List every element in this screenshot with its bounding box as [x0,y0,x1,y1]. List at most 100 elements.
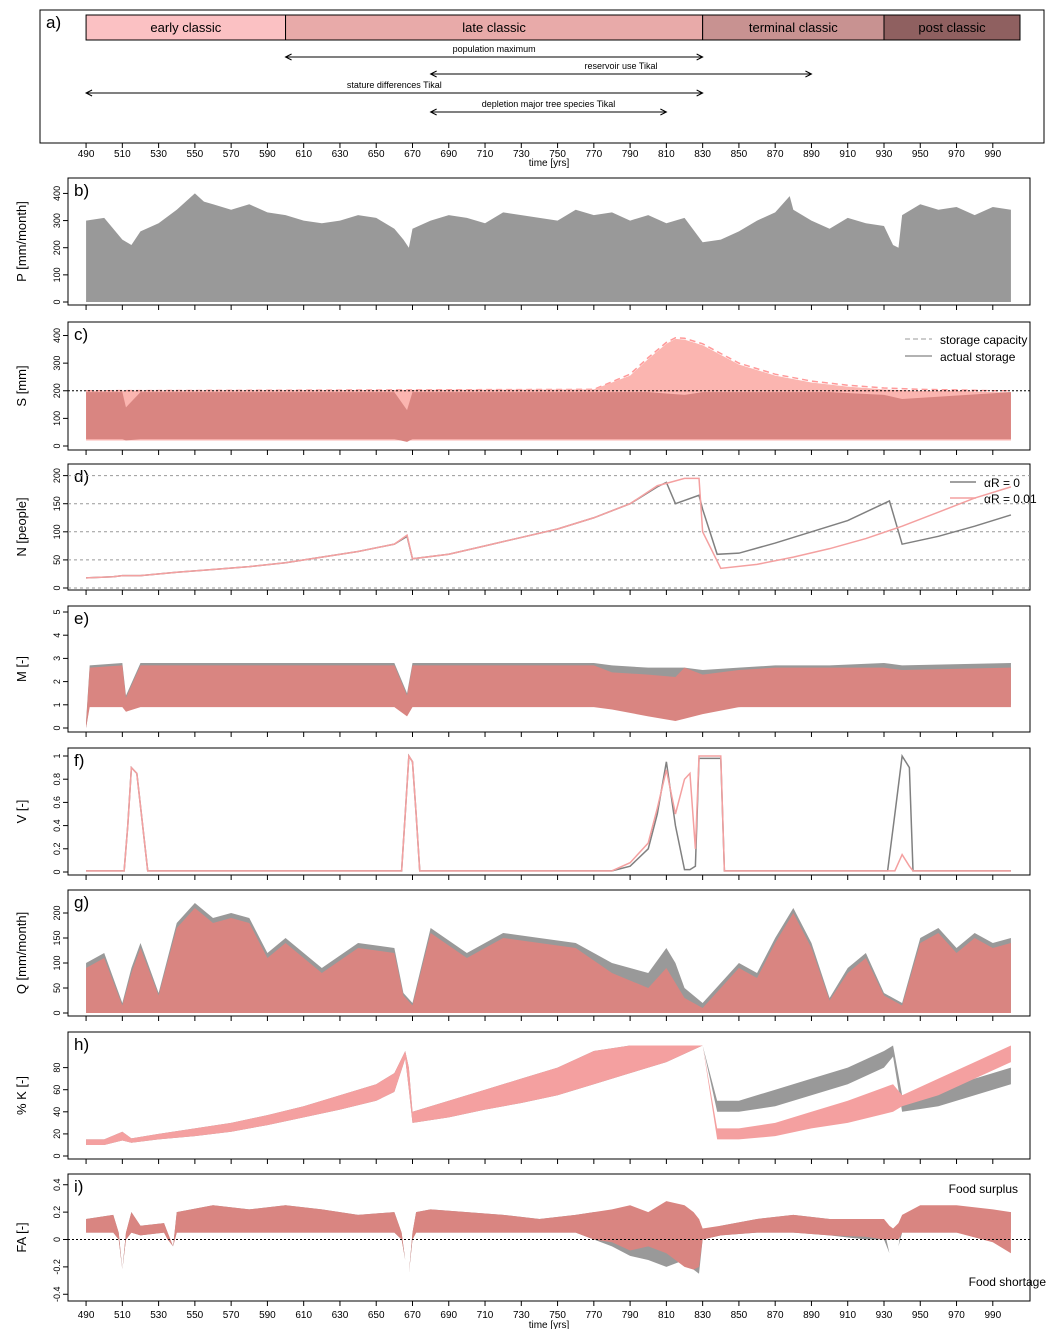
panel-frame [67,747,1031,876]
y-axis-title: S [mm] [14,365,29,406]
y-tick-label: 0 [52,443,62,448]
y-tick-label: 0.8 [52,773,62,786]
y-axis-title: FA [-] [14,1222,29,1252]
series-area-named [86,1201,1011,1274]
x-tick-label: 530 [150,149,167,160]
x-tick-label: 890 [803,149,820,160]
x-tick-label: 950 [912,149,929,160]
period-label: post classic [918,20,986,35]
x-tick-label: 550 [187,1310,204,1321]
x-tick-label: 990 [984,149,1001,160]
range-label: reservoir use Tikal [585,61,658,71]
panel-c: c) 0 100 200 300 400 S [mm] storage capacity act… [14,321,1031,451]
period-bar [85,14,287,41]
panel-label: f) [74,751,84,770]
y-tick-label: 4 [52,633,62,638]
panel-label: g) [74,893,89,912]
range-arrowhead-left [429,108,437,116]
series-line [86,336,1011,392]
y-tick-label: 0 [52,1153,62,1158]
panel-label: c) [74,325,88,344]
x-tick-label: 610 [295,1310,312,1321]
range-arrowhead-right [696,89,704,97]
x-tick-label: 490 [78,1310,95,1321]
x-tick-label: 510 [114,1310,131,1321]
x-tick-label: 790 [622,149,639,160]
x-tick-label: 890 [803,1310,820,1321]
panel-frame [67,177,1031,306]
x-tick-label: 750 [549,1310,566,1321]
panel-frame [67,1031,1031,1160]
series-area-named [86,1045,1011,1145]
y-tick-label: 100 [52,955,62,970]
y-axis-title: P [mm/month] [14,201,29,282]
annotation-food-shortage: Food shortage [969,1275,1047,1289]
x-tick-label: 730 [513,149,530,160]
series-line [86,753,1011,872]
panel-frame [67,605,1031,733]
y-tick-label: 0 [52,1237,62,1242]
x-tick-label: 750 [549,149,566,160]
y-tick-label: 50 [52,983,62,993]
y-tick-label: 50 [52,555,62,565]
y-tick-label: 0.2 [52,1206,62,1219]
y-tick-label: 400 [52,328,62,343]
y-tick-label: 40 [52,1107,62,1117]
annotation-food-surplus: Food surplus [949,1182,1018,1196]
series-line [86,477,1012,579]
range-label: depletion major tree species Tikal [482,99,616,109]
period-bar [883,14,1021,41]
y-tick-label: 200 [52,905,62,920]
y-tick-label: 0 [52,299,62,304]
period-label: early classic [150,20,221,35]
legend-label: storage capacity [940,333,1027,347]
x-tick-label: 670 [404,1310,421,1321]
x-tick-label: 630 [332,149,349,160]
x-tick-label: 930 [876,1310,893,1321]
x-axis-title-bottom: time [yrs] [529,1320,570,1329]
x-tick-label: 910 [839,1310,856,1321]
y-axis-title: M [-] [14,656,29,682]
y-axis-title: Q [mm/month] [14,912,29,994]
y-axis-title: % K [-] [14,1076,29,1115]
panel-label: d) [74,467,89,486]
x-axis-title: time [yrs] [529,158,570,169]
y-tick-label: 100 [52,524,62,539]
x-tick-label: 570 [223,1310,240,1321]
x-tick-label: 850 [731,149,748,160]
x-tick-label: 870 [767,1310,784,1321]
range-arrowhead-left [429,70,437,78]
series-area-band [86,193,1011,302]
x-tick-label: 810 [658,149,675,160]
x-tick-label: 690 [440,1310,457,1321]
y-tick-label: 300 [52,213,62,228]
panel-frame [67,463,1031,591]
period-label: terminal classic [749,20,838,35]
x-tick-label: 950 [912,1310,929,1321]
x-tick-label: 870 [767,149,784,160]
x-tick-label: 570 [223,149,240,160]
x-tick-label: 710 [477,149,494,160]
y-tick-label: 300 [52,356,62,371]
x-tick-label: 770 [585,1310,602,1321]
y-tick-label: 150 [52,496,62,511]
y-tick-label: 0.4 [52,1178,62,1191]
y-tick-label: 2 [52,679,62,684]
period-label: late classic [462,20,526,35]
y-tick-label: 20 [52,1129,62,1139]
panel-b: b) 0 100 200 300 400 P [mm/month] [14,177,1031,306]
panel-h: h) 0 20 40 60 80 % K [-] [14,1031,1031,1160]
series-area-band [86,665,1011,728]
x-tick-label: 810 [658,1310,675,1321]
x-tick-label: 670 [404,149,421,160]
y-tick-label: 200 [52,240,62,255]
x-tick-label: 550 [187,149,204,160]
y-tick-label: 400 [52,186,62,201]
x-tick-label: 790 [622,1310,639,1321]
panel-label: e) [74,609,89,628]
x-tick-label: 910 [839,149,856,160]
x-tick-label: 730 [513,1310,530,1321]
y-axis-title: N [people] [14,497,29,556]
panel-e: e) 0 1 2 3 4 5 M [-] [14,605,1031,733]
